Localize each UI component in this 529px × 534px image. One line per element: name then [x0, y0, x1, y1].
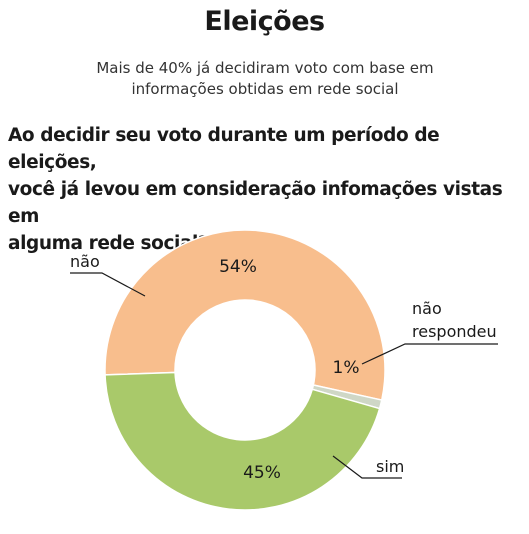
donut-slices — [104, 229, 386, 511]
category-label-nao: não — [70, 252, 100, 271]
leader-line-sim — [332, 455, 402, 479]
question-line-2: você já levou em consideração infomações… — [8, 179, 503, 227]
leader-line-nao-respondeu — [361, 343, 498, 365]
category-label-nao-respondeu-line-1: não — [412, 299, 442, 318]
subtitle-line-2: informações obtidas em rede social — [131, 80, 399, 98]
question-line-3: alguma rede social? — [8, 233, 209, 254]
survey-question: Ao decidir seu voto durante um período d… — [8, 122, 523, 257]
question-line-1: Ao decidir seu voto durante um período d… — [8, 125, 440, 173]
category-label-nao-respondeu-line-2: respondeu — [412, 322, 497, 341]
donut-slice-0 — [104, 229, 386, 401]
slice-value-sim: 45% — [243, 463, 281, 483]
category-label-sim: sim — [376, 457, 404, 476]
chart-subtitle: Mais de 40% já decidiram voto com base e… — [40, 58, 490, 100]
slice-value-nao-respondeu: 1% — [333, 358, 360, 378]
slice-value-nao: 54% — [219, 257, 257, 277]
donut-slice-2 — [104, 371, 381, 511]
leader-line-nao — [70, 272, 146, 297]
subtitle-line-1: Mais de 40% já decidiram voto com base e… — [96, 59, 434, 77]
chart-title: Eleições — [204, 6, 325, 37]
